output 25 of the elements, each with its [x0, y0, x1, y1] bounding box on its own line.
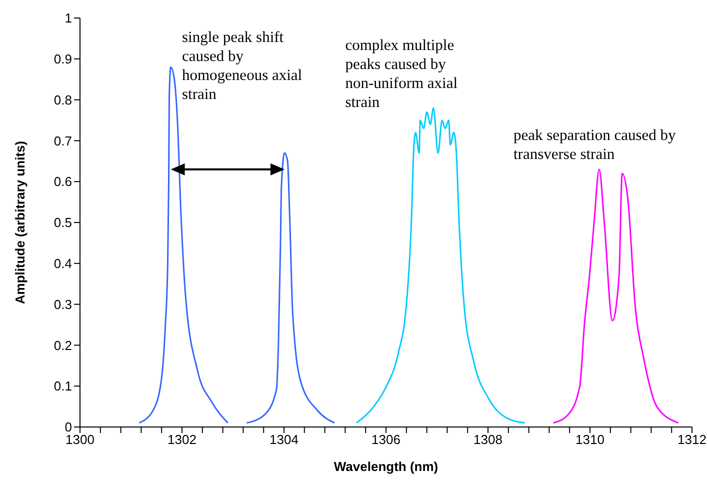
x-tick-label: 1302: [168, 432, 196, 448]
x-tick-label: 1310: [576, 432, 604, 448]
y-tick-label: 0.1: [54, 378, 72, 394]
y-axis-title: Amplitude (arbitrary units): [12, 140, 28, 304]
x-tick-label: 1306: [372, 432, 400, 448]
y-tick-label: 0: [64, 420, 72, 435]
x-tick-label: 1304: [270, 432, 298, 448]
annotation: single peak shift caused by homogeneous axial strain: [182, 28, 304, 104]
y-tick-label: 0.7: [54, 133, 72, 148]
x-axis-title: Wavelength (nm): [334, 459, 438, 474]
x-tick-label: 1300: [66, 432, 94, 448]
y-tick-label: 1: [64, 10, 72, 26]
y-tick-label: 0.8: [54, 92, 72, 108]
y-tick-label: 0.5: [54, 215, 72, 230]
y-tick-label: 0.4: [54, 256, 72, 272]
y-tick-label: 0.3: [54, 296, 72, 312]
x-tick-label: 1312: [678, 432, 706, 448]
y-tick-label: 0.2: [54, 338, 72, 353]
y-tick-label: 0.6: [54, 174, 72, 190]
annotation: peak separation caused by transverse strain: [514, 126, 677, 164]
line-series: [246, 152, 336, 424]
annotation: complex multiple peaks caused by non-uniform axial strain: [345, 36, 459, 112]
y-tick-label: 0.9: [54, 52, 72, 67]
x-tick-label: 1308: [474, 432, 502, 448]
line-series: [552, 168, 679, 424]
